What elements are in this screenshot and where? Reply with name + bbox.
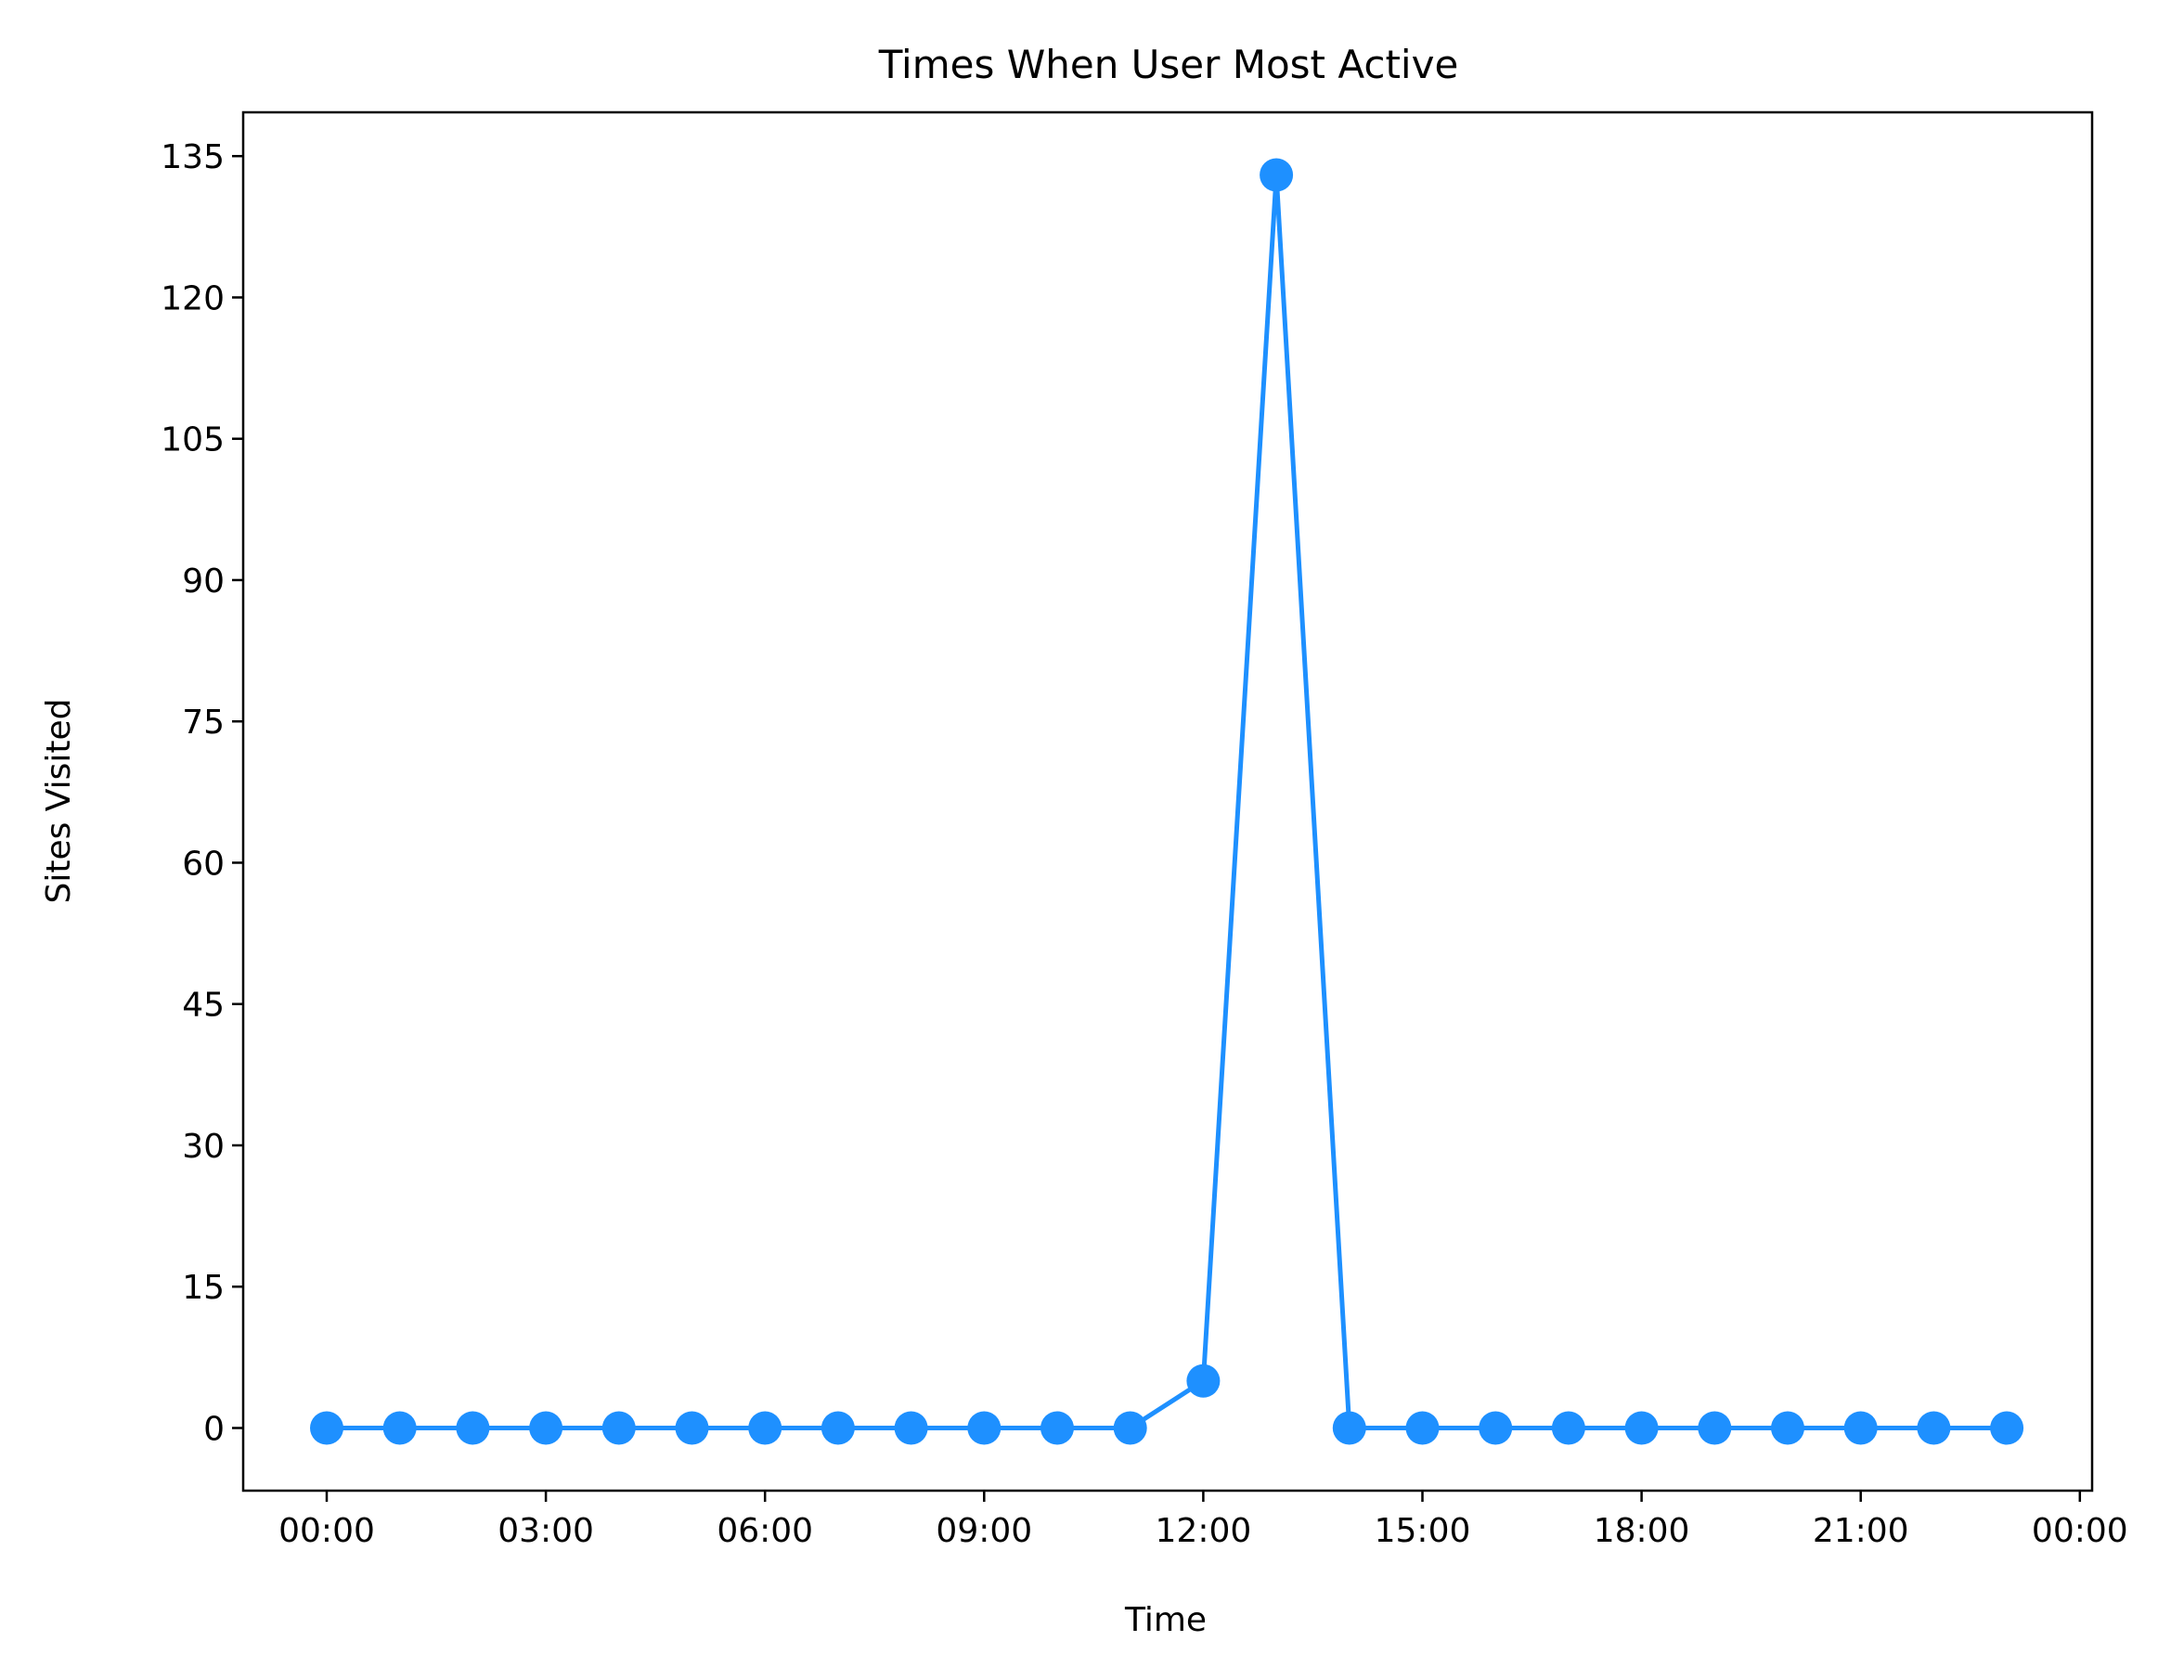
data-point — [1260, 158, 1294, 192]
x-tick-label: 09:00 — [936, 1512, 1032, 1550]
y-tick-label: 135 — [161, 138, 225, 176]
data-point — [675, 1411, 709, 1445]
data-point — [1405, 1411, 1440, 1445]
data-point — [1917, 1411, 1951, 1445]
data-point — [529, 1411, 563, 1445]
plot-area — [241, 110, 2094, 1493]
chart-title: Times When User Most Active — [878, 42, 1459, 87]
x-tick-label: 12:00 — [1156, 1512, 1252, 1550]
data-point — [1771, 1411, 1804, 1445]
y-tick-label: 0 — [203, 1411, 225, 1449]
x-tick-label: 21:00 — [1813, 1512, 1909, 1550]
data-point — [967, 1411, 1002, 1445]
data-point — [1186, 1363, 1221, 1398]
series-layer — [310, 158, 2024, 1445]
y-tick-label: 45 — [182, 987, 225, 1025]
data-point — [1698, 1411, 1732, 1445]
data-point — [894, 1411, 928, 1445]
data-point — [382, 1411, 417, 1445]
y-tick-label: 75 — [182, 704, 225, 742]
data-point — [1040, 1411, 1074, 1445]
data-point — [1624, 1411, 1659, 1445]
data-point — [1990, 1411, 2024, 1445]
data-point — [310, 1411, 343, 1445]
data-point — [1113, 1411, 1147, 1445]
data-point — [748, 1411, 782, 1445]
x-axis-label: Time — [1124, 1601, 1207, 1639]
data-point — [1551, 1411, 1585, 1445]
plot-frame — [241, 110, 2094, 1493]
x-axis: 00:00 03:00 06:00 09:00 12:00 15:00 18:00 21:00… — [278, 1491, 2128, 1550]
y-tick-label: 120 — [161, 279, 225, 317]
x-tick-label: 15:00 — [1375, 1512, 1471, 1550]
data-point — [601, 1411, 636, 1445]
data-point — [456, 1411, 490, 1445]
y-tick-label: 15 — [182, 1269, 225, 1307]
y-axis: 0 15 30 45 60 75 90 105 120 135 — [161, 138, 243, 1449]
x-tick-label: 00:00 — [2032, 1512, 2128, 1550]
x-tick-label: 18:00 — [1594, 1512, 1690, 1550]
x-tick-label: 03:00 — [498, 1512, 594, 1550]
y-tick-label: 60 — [182, 845, 225, 883]
y-axis-label: Sites Visited — [40, 698, 78, 903]
x-tick-label: 06:00 — [717, 1512, 813, 1550]
data-point — [1479, 1411, 1513, 1445]
data-point — [1332, 1411, 1366, 1445]
x-tick-label: 00:00 — [278, 1512, 375, 1550]
y-tick-label: 105 — [161, 421, 225, 459]
y-tick-label: 30 — [182, 1128, 225, 1166]
data-point — [821, 1411, 855, 1445]
data-point — [1843, 1411, 1878, 1445]
y-tick-label: 90 — [182, 562, 225, 601]
